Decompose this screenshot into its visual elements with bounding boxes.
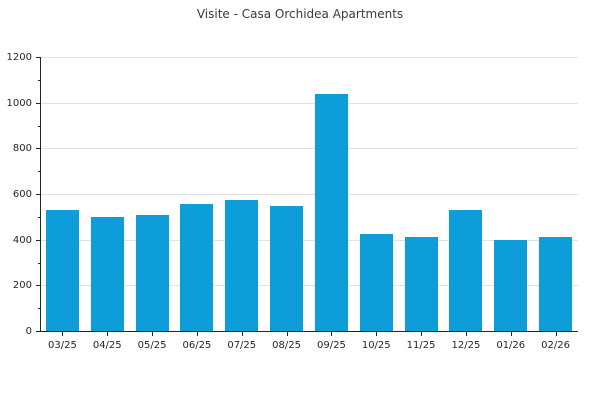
y-axis-minor-tick [38, 79, 40, 81]
y-axis-tick-label: 600 [12, 189, 32, 200]
x-axis-tick-label: 06/25 [182, 340, 212, 351]
x-axis-tick-label: 01/26 [496, 340, 526, 351]
x-axis-tick-label: 11/25 [406, 340, 436, 351]
x-axis-tick-label: 05/25 [137, 340, 167, 351]
y-axis-tick [36, 102, 40, 104]
x-axis-tick-label: 09/25 [317, 340, 346, 351]
y-axis-tick-label: 200 [12, 280, 32, 292]
x-axis-tick [510, 332, 512, 336]
bar-10/25 [359, 233, 393, 331]
y-axis-tick [36, 331, 40, 332]
y-axis-tick-label: 400 [12, 234, 32, 246]
x-axis-tick-label: 07/25 [227, 340, 257, 351]
x-axis-tick-label: 02/26 [541, 340, 570, 351]
x-axis-tick-label: 08/25 [272, 340, 301, 351]
bar-01/26 [494, 239, 528, 331]
grid-line [40, 57, 578, 58]
grid-line [40, 148, 578, 150]
grid-line [40, 239, 578, 241]
x-axis-line [40, 331, 578, 332]
y-axis-minor-tick [38, 125, 40, 127]
y-axis-tick-label: 0 [25, 326, 32, 337]
y-axis-tick-label: 800 [12, 143, 32, 155]
bar-09/25 [314, 93, 348, 331]
x-axis-tick [241, 332, 243, 336]
x-axis-tick-label: 04/25 [92, 340, 122, 351]
grid-line [40, 102, 578, 104]
x-axis-tick [421, 332, 423, 336]
y-axis-tick-label: 1200 [6, 52, 32, 63]
y-axis-tick [36, 194, 40, 195]
x-axis-tick [196, 332, 198, 336]
y-axis-tick [36, 285, 40, 287]
x-axis-tick [331, 332, 333, 336]
y-axis-minor-tick [38, 171, 40, 173]
x-axis-tick [555, 332, 557, 336]
y-axis-tick-label: 1000 [6, 97, 32, 109]
x-axis-tick-label: 10/25 [361, 340, 391, 351]
y-axis-minor-tick [38, 262, 40, 264]
x-axis-tick-label: 03/25 [48, 340, 77, 351]
y-axis-tick [36, 239, 40, 241]
chart-title: Visite - Casa Orchidea Apartments [196, 7, 404, 21]
bar-05/25 [135, 214, 169, 331]
y-axis-line [40, 57, 41, 332]
bar-08/25 [270, 205, 304, 331]
x-axis-tick [152, 332, 154, 336]
bar-03/25 [45, 209, 79, 331]
y-axis-tick [36, 57, 40, 58]
y-axis-minor-tick [38, 216, 40, 218]
y-axis-tick [36, 148, 40, 150]
bar-11/25 [404, 236, 438, 331]
y-axis-minor-tick [38, 308, 40, 310]
x-axis-tick [107, 332, 109, 336]
x-axis-tick [465, 332, 467, 336]
bar-02/26 [539, 237, 573, 331]
grid-line [40, 194, 578, 195]
bar-07/25 [225, 199, 259, 331]
x-axis-tick-label: 12/25 [451, 340, 481, 351]
bar-06/25 [180, 204, 214, 331]
x-axis-tick [62, 332, 64, 336]
x-axis-tick [376, 332, 378, 336]
grid-line [40, 285, 578, 287]
bar-12/25 [449, 209, 483, 331]
bar-04/25 [90, 216, 124, 331]
x-axis-tick [286, 332, 288, 336]
